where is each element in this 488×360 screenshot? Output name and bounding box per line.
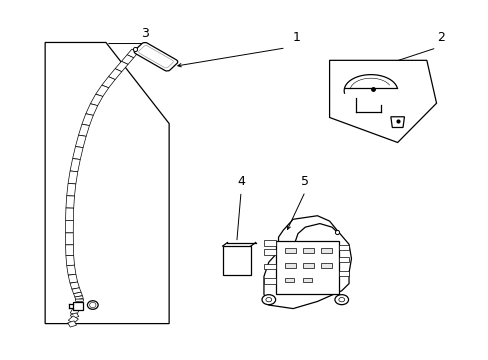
Polygon shape [90, 94, 102, 106]
Circle shape [334, 295, 348, 305]
Polygon shape [65, 220, 73, 233]
Polygon shape [390, 117, 404, 127]
Polygon shape [45, 42, 169, 324]
Polygon shape [72, 288, 81, 294]
Polygon shape [121, 55, 133, 64]
Bar [285, 262, 295, 267]
Bar [264, 249, 276, 255]
Polygon shape [115, 61, 128, 72]
Polygon shape [68, 316, 78, 323]
Polygon shape [127, 49, 138, 58]
FancyBboxPatch shape [134, 42, 178, 71]
Polygon shape [82, 114, 93, 126]
Polygon shape [96, 85, 108, 96]
Polygon shape [108, 69, 122, 80]
Polygon shape [66, 184, 76, 196]
Bar [302, 262, 313, 267]
Bar [73, 302, 83, 310]
Polygon shape [264, 216, 351, 309]
Polygon shape [75, 296, 83, 300]
Polygon shape [70, 282, 79, 289]
Bar [302, 248, 313, 253]
Polygon shape [68, 274, 78, 283]
Circle shape [262, 295, 275, 305]
Polygon shape [75, 135, 86, 148]
Polygon shape [65, 245, 74, 256]
Polygon shape [65, 233, 73, 245]
Bar [264, 240, 276, 246]
Bar [285, 248, 295, 253]
Polygon shape [68, 321, 76, 327]
Polygon shape [68, 171, 78, 184]
Polygon shape [66, 255, 74, 266]
Text: 3: 3 [141, 27, 148, 40]
Polygon shape [66, 265, 76, 275]
Ellipse shape [87, 301, 98, 309]
Bar [264, 264, 276, 269]
Polygon shape [73, 147, 83, 159]
Bar [222, 246, 250, 275]
Bar [339, 245, 348, 249]
Bar [320, 248, 331, 253]
Bar [276, 241, 339, 294]
Polygon shape [86, 104, 98, 116]
Polygon shape [70, 309, 79, 315]
Text: 4: 4 [237, 175, 244, 188]
Circle shape [265, 297, 271, 302]
Polygon shape [70, 158, 80, 172]
Circle shape [338, 297, 344, 302]
Text: 2: 2 [437, 31, 445, 44]
Text: 1: 1 [292, 31, 301, 44]
Polygon shape [66, 196, 74, 208]
Bar [339, 257, 348, 262]
Bar [320, 262, 331, 267]
Bar [285, 278, 293, 282]
Bar [302, 278, 311, 282]
Polygon shape [74, 292, 82, 297]
Ellipse shape [89, 302, 96, 308]
Polygon shape [329, 60, 436, 143]
Polygon shape [76, 299, 83, 301]
Polygon shape [102, 77, 115, 88]
Bar [339, 271, 348, 276]
Bar [264, 278, 276, 284]
Text: 5: 5 [301, 175, 308, 188]
Polygon shape [79, 124, 89, 136]
Polygon shape [70, 313, 79, 319]
Polygon shape [65, 208, 74, 220]
